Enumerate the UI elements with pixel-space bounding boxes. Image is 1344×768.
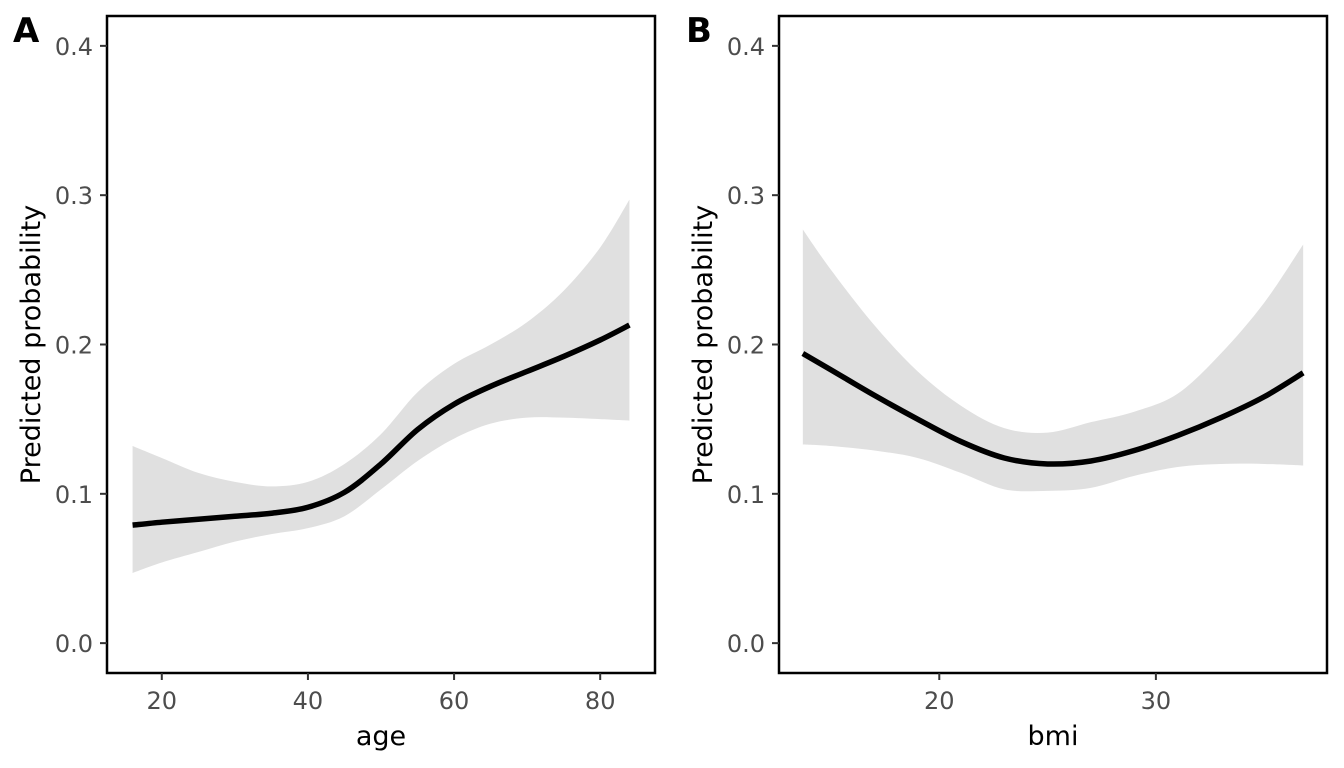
x-tick-label: 30: [1141, 687, 1172, 715]
x-tick-label: 80: [585, 687, 616, 715]
y-tick-label: 0.4: [727, 33, 765, 61]
x-tick-label: 20: [924, 687, 955, 715]
fitted-line: [132, 322, 631, 528]
y-tick-label: 0.0: [55, 630, 93, 658]
y-tick-label: 0.1: [55, 481, 93, 509]
panel-tag: B: [686, 11, 712, 51]
y-tick-label: 0.1: [727, 481, 765, 509]
confidence-band: [802, 229, 1304, 492]
panel-tag: A: [13, 11, 40, 51]
y-tick-label: 0.3: [727, 182, 765, 210]
panel-b: 0.0 0.1 0.2 0.3 0.4 20 30 bmi Predicted probabil…: [686, 11, 1329, 752]
x-tick-label: 60: [439, 687, 470, 715]
panel-a: 0.0 0.1 0.2 0.3 0.4 20 40 60 80 age Predicted prob…: [13, 11, 657, 752]
fitted-line: [801, 351, 1305, 467]
y-axis-title: Predicted probability: [16, 205, 47, 484]
y-tick-label: 0.3: [55, 182, 93, 210]
confidence-band: [132, 199, 630, 573]
y-tick-label: 0.0: [727, 630, 765, 658]
y-tick-label: 0.2: [55, 332, 93, 360]
x-axis-title: bmi: [1028, 721, 1079, 752]
y-tick-label: 0.4: [55, 33, 93, 61]
y-axis-title: Predicted probability: [688, 205, 719, 484]
y-tick-label: 0.2: [727, 332, 765, 360]
x-tick-label: 20: [147, 687, 178, 715]
x-tick-label: 40: [293, 687, 324, 715]
x-axis-title: age: [356, 721, 406, 752]
